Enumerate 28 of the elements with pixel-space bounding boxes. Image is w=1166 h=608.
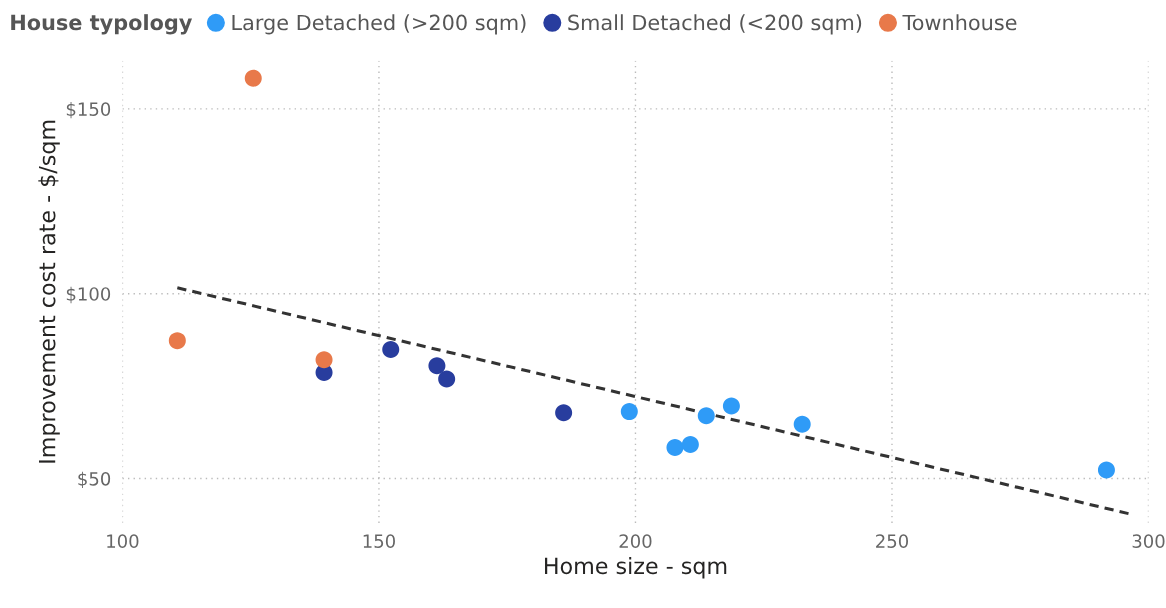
point bbox=[1097, 461, 1115, 479]
point bbox=[428, 357, 446, 375]
y-tick-label: $50 bbox=[78, 471, 111, 489]
legend-label: Townhouse bbox=[902, 14, 1017, 31]
legend-title: House typology bbox=[11, 14, 193, 35]
y-tick-label: $100 bbox=[66, 286, 111, 304]
y-axis-title: Improvement cost rate - $/sqm bbox=[38, 120, 60, 463]
point bbox=[620, 403, 638, 421]
point bbox=[315, 351, 333, 369]
x-tick-label: 300 bbox=[1132, 534, 1165, 548]
point bbox=[697, 407, 715, 425]
x-tick-label: 100 bbox=[107, 534, 139, 548]
legend-label: Small Detached (<200 sqm) bbox=[568, 14, 862, 35]
point bbox=[382, 341, 400, 359]
x-tick-label: 250 bbox=[876, 534, 909, 548]
point bbox=[793, 415, 811, 433]
point bbox=[244, 69, 262, 87]
x-tick-label: 150 bbox=[363, 534, 395, 548]
point bbox=[666, 438, 684, 456]
x-axis-title: Home size - sqm bbox=[545, 557, 727, 579]
point bbox=[168, 332, 186, 350]
point bbox=[555, 404, 573, 422]
y-tick-label: $150 bbox=[66, 102, 111, 119]
point bbox=[681, 436, 699, 454]
point bbox=[722, 397, 740, 415]
point bbox=[438, 370, 456, 388]
legend-label: Large Detached (>200 sqm) bbox=[232, 14, 526, 35]
x-tick-label: 200 bbox=[619, 534, 652, 548]
